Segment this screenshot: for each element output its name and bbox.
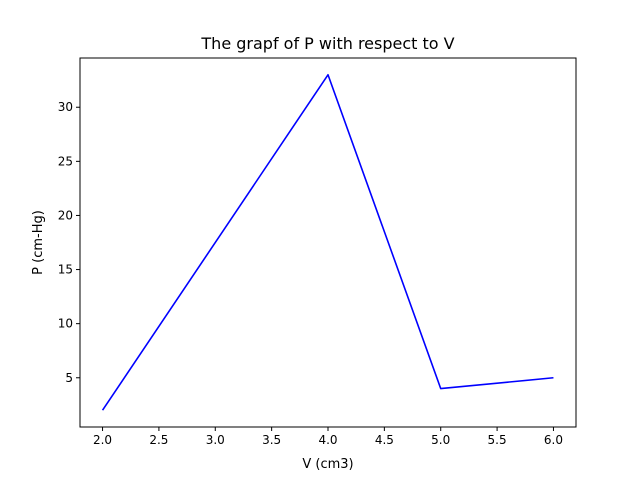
x-tick-label: 2.0 [93, 433, 112, 447]
x-tick-label: 5.0 [431, 433, 450, 447]
y-tick-label: 25 [58, 154, 73, 168]
y-tick-label: 20 [58, 208, 73, 222]
series-layer [101, 73, 554, 411]
y-axis-label: P (cm-Hg) [31, 210, 46, 275]
y-axis-ticks: 5 10 15 20 25 30 [58, 100, 80, 385]
x-tick-label: 5.5 [488, 433, 507, 447]
y-tick-label: 10 [58, 317, 73, 331]
y-tick-label: 15 [58, 263, 73, 277]
x-tick-label: 6.0 [544, 433, 563, 447]
chart-title: The grapf of P with respect to V [200, 34, 454, 53]
plot-frame [79, 57, 577, 428]
x-axis-ticks: 2.0 2.5 3.0 3.5 4.0 4.5 5.0 5.5 6.0 [93, 427, 563, 447]
series-line [101, 73, 554, 411]
y-tick-label: 5 [65, 371, 73, 385]
x-tick-label: 4.5 [375, 433, 394, 447]
plot-area [80, 58, 576, 427]
x-tick-label: 3.5 [262, 433, 281, 447]
x-tick-label: 2.5 [149, 433, 168, 447]
x-tick-label: 3.0 [206, 433, 225, 447]
x-axis-label: V (cm3) [302, 457, 353, 472]
x-tick-label: 4.0 [318, 433, 337, 447]
y-tick-label: 30 [58, 100, 73, 114]
